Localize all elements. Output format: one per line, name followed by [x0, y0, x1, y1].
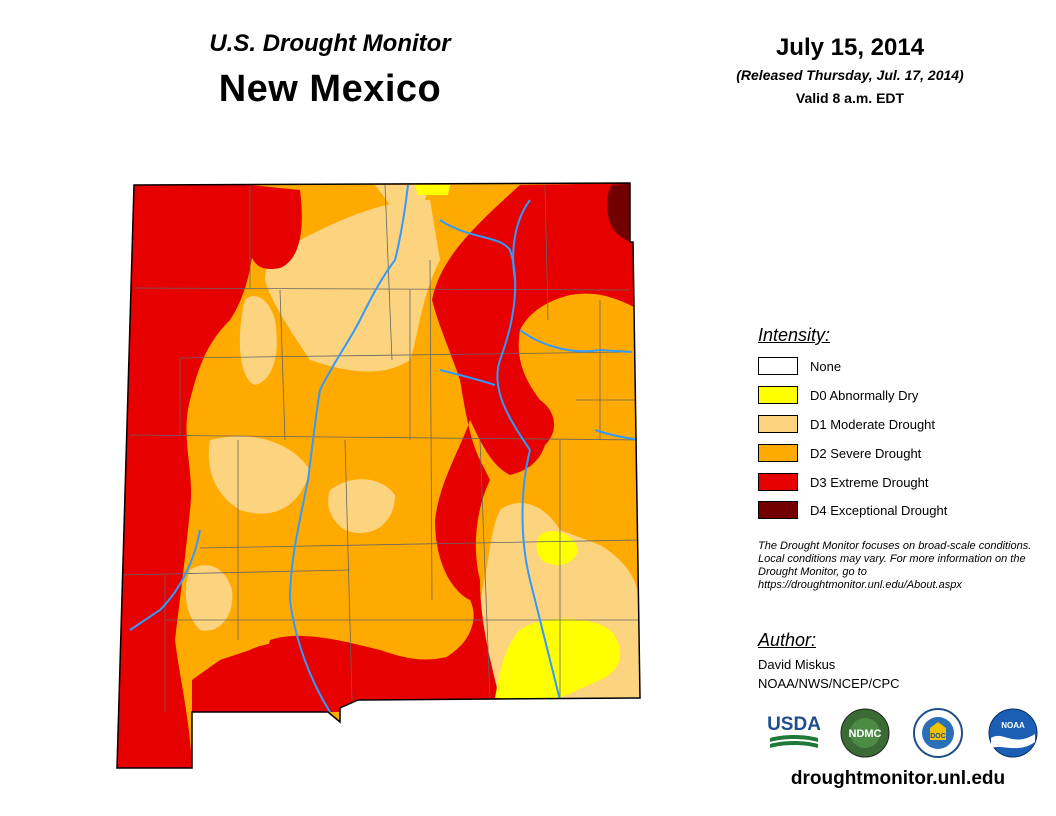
noaa-logo: NOAA	[988, 708, 1038, 758]
usda-logo-text: USDA	[767, 714, 821, 735]
legend-swatch-d4	[758, 501, 798, 519]
d1-area-north-central	[265, 200, 440, 372]
ndmc-logo-text: NDMC	[849, 728, 882, 740]
legend-item-d4: D4 Exceptional Drought	[758, 500, 947, 520]
legend-swatch-d2	[758, 444, 798, 462]
legend-label: D0 Abnormally Dry	[810, 387, 919, 403]
doc-logo: DOC	[913, 708, 963, 758]
author-name: David Miskus	[758, 657, 836, 672]
author-organization: NOAA/NWS/NCEP/CPC	[758, 676, 900, 691]
d1-area-north-border	[375, 185, 430, 205]
rivers	[129, 184, 640, 713]
map-subtitle: U.S. Drought Monitor	[209, 30, 451, 57]
gila-river	[129, 529, 201, 631]
d3-area-northwest	[248, 185, 302, 270]
legend-item-d1: D1 Moderate Drought	[758, 414, 935, 434]
map-date: July 15, 2014	[775, 34, 925, 61]
d1-area-central	[328, 479, 395, 534]
website-url[interactable]: droughtmonitor.unl.edu	[790, 768, 1006, 789]
legend-title: Intensity:	[758, 325, 831, 345]
legend-item-d2: D2 Severe Drought	[758, 443, 921, 463]
legend-label: D3 Extreme Drought	[810, 474, 929, 490]
usda-logo: USDA	[767, 714, 821, 748]
release-date: (Released Thursday, Jul. 17, 2014)	[736, 67, 964, 83]
pecos-river	[439, 219, 561, 701]
d3-area-east-and-south	[192, 183, 640, 712]
canadian-river-upper	[512, 199, 531, 281]
author-heading: Author:	[758, 630, 817, 650]
disclaimer-note: The Drought Monitor focuses on broad-sca…	[758, 540, 1032, 591]
d0-area-southeast	[495, 618, 621, 698]
legend-swatch-d1	[758, 415, 798, 433]
county-lines	[119, 184, 640, 712]
legend-item-none: None	[758, 356, 841, 376]
drought-areas	[117, 183, 640, 768]
legend-label: D4 Exceptional Drought	[810, 502, 948, 518]
drought-map	[116, 182, 641, 769]
doc-logo-text: DOC	[930, 733, 946, 740]
legend-label: D2 Severe Drought	[810, 445, 922, 461]
map-title: New Mexico	[218, 68, 442, 110]
tributary-east	[439, 369, 496, 386]
d0-area-east	[536, 530, 578, 566]
legend-item-d0: D0 Abnormally Dry	[758, 385, 918, 405]
d0-area-north	[415, 185, 450, 195]
rio-grande	[288, 184, 409, 713]
ndmc-logo: NDMC	[840, 708, 890, 758]
legend-swatch-d0	[758, 386, 798, 404]
d1-area-southwest	[185, 565, 233, 631]
legend-label: None	[810, 358, 842, 374]
d3-area-west	[117, 185, 254, 768]
valid-time: Valid 8 a.m. EDT	[795, 90, 905, 106]
noaa-logo-text: NOAA	[1001, 721, 1025, 730]
d1-area-north-west	[239, 296, 277, 385]
legend-label: D1 Moderate Drought	[810, 416, 936, 432]
d1-area-west-central	[208, 436, 310, 514]
legend-swatch-d3	[758, 473, 798, 491]
legend-item-d3: D3 Extreme Drought	[758, 472, 929, 492]
canadian-river	[519, 329, 633, 353]
state-outline	[116, 182, 641, 769]
legend-swatch-none	[758, 357, 798, 375]
